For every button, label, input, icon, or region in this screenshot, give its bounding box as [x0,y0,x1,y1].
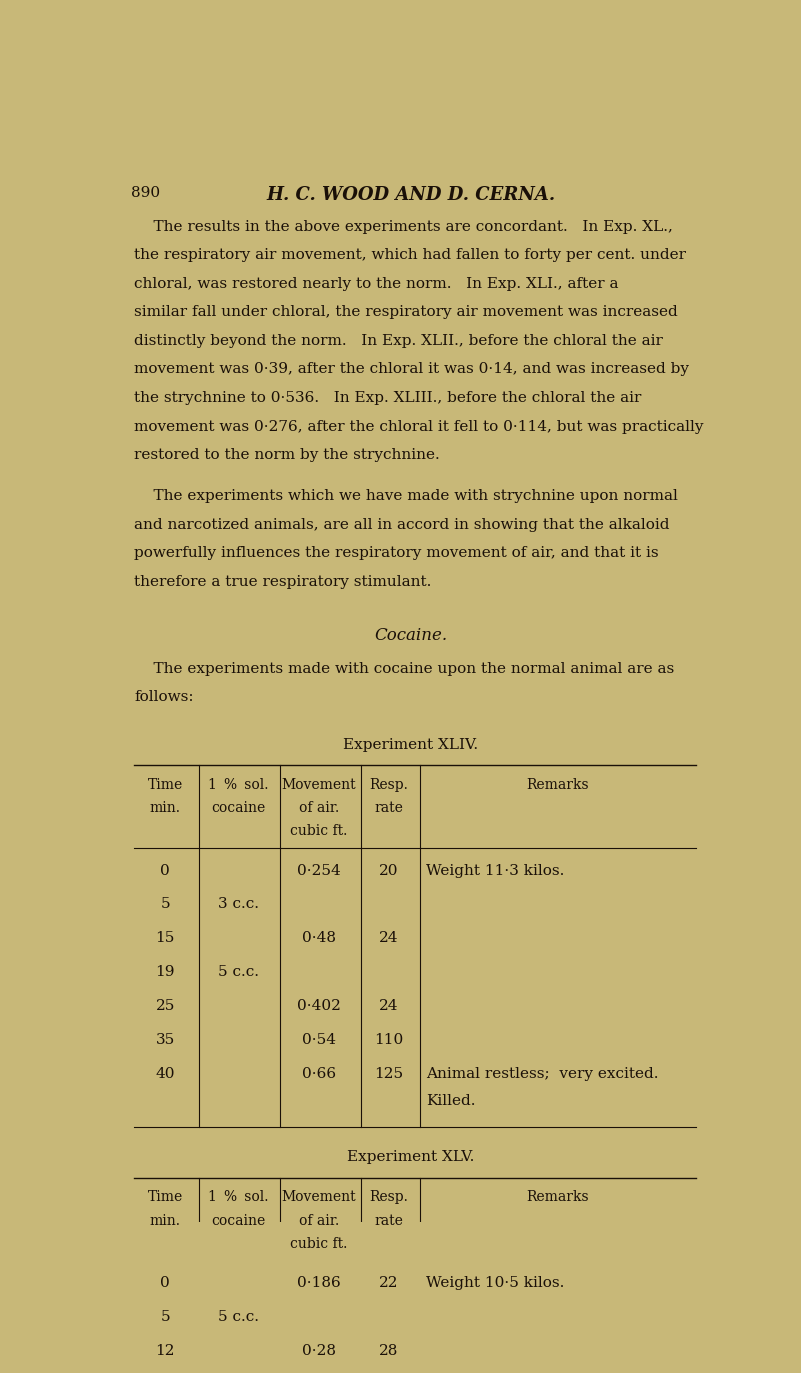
Text: 5 c.c.: 5 c.c. [218,965,259,979]
Text: therefore a true respiratory stimulant.: therefore a true respiratory stimulant. [135,575,432,589]
Text: Resp.: Resp. [369,1190,409,1204]
Text: Cocaine.: Cocaine. [374,626,447,644]
Text: Weight 10·5 kilos.: Weight 10·5 kilos. [426,1276,565,1289]
Text: 0: 0 [160,864,170,877]
Text: 19: 19 [155,965,175,979]
Text: 22: 22 [379,1276,399,1289]
Text: Remarks: Remarks [526,778,590,792]
Text: Time: Time [147,778,183,792]
Text: 110: 110 [374,1032,404,1046]
Text: The experiments which we have made with strychnine upon normal: The experiments which we have made with … [135,489,678,504]
Text: 24: 24 [379,931,399,945]
Text: 24: 24 [379,1000,399,1013]
Text: 15: 15 [155,931,175,945]
Text: 0·254: 0·254 [297,864,340,877]
Text: 1  %  sol.: 1 % sol. [208,1190,268,1204]
Text: 35: 35 [155,1032,175,1046]
Text: 0: 0 [160,1276,170,1289]
Text: min.: min. [150,802,181,816]
Text: Animal restless;  very excited.: Animal restless; very excited. [426,1067,658,1081]
Text: 28: 28 [379,1344,398,1358]
Text: the strychnine to 0·536.   In Exp. XLIII., before the chloral the air: the strychnine to 0·536. In Exp. XLIII.,… [135,391,642,405]
Text: The results in the above experiments are concordant.   In Exp. XL.,: The results in the above experiments are… [135,220,673,233]
Text: cocaine: cocaine [211,802,265,816]
Text: and narcotized animals, are all in accord in showing that the alkaloid: and narcotized animals, are all in accor… [135,518,670,531]
Text: 5: 5 [160,898,170,912]
Text: distinctly beyond the norm.   In Exp. XLII., before the chloral the air: distinctly beyond the norm. In Exp. XLII… [135,334,663,347]
Text: Killed.: Killed. [426,1094,476,1108]
Text: 890: 890 [131,185,160,200]
Text: 40: 40 [155,1067,175,1081]
Text: follows:: follows: [135,691,194,704]
Text: 0·186: 0·186 [297,1276,340,1289]
Text: 20: 20 [379,864,399,877]
Text: cubic ft.: cubic ft. [290,824,348,839]
Text: cocaine: cocaine [211,1214,265,1227]
Text: Resp.: Resp. [369,778,409,792]
Text: Time: Time [147,1190,183,1204]
Text: of air.: of air. [299,1214,339,1227]
Text: Movement: Movement [282,1190,356,1204]
Text: Experiment XLIV.: Experiment XLIV. [343,737,478,752]
Text: 5 c.c.: 5 c.c. [218,1310,259,1324]
Text: cubic ft.: cubic ft. [290,1237,348,1251]
Text: similar fall under chloral, the respiratory air movement was increased: similar fall under chloral, the respirat… [135,305,678,320]
Text: Remarks: Remarks [526,1190,590,1204]
Text: 125: 125 [374,1067,404,1081]
Text: powerfully influences the respiratory movement of air, and that it is: powerfully influences the respiratory mo… [135,546,659,560]
Text: H. C. WOOD AND D. CERNA.: H. C. WOOD AND D. CERNA. [266,185,555,205]
Text: The experiments made with cocaine upon the normal animal are as: The experiments made with cocaine upon t… [135,662,674,676]
Text: rate: rate [374,1214,403,1227]
Text: 0·402: 0·402 [297,1000,341,1013]
Text: the respiratory air movement, which had fallen to forty per cent. under: the respiratory air movement, which had … [135,249,686,262]
Text: 5: 5 [160,1310,170,1324]
Text: 3 c.c.: 3 c.c. [218,898,259,912]
Text: Movement: Movement [282,778,356,792]
Text: 0·54: 0·54 [302,1032,336,1046]
Text: movement was 0·39, after the chloral it was 0·14, and was increased by: movement was 0·39, after the chloral it … [135,362,690,376]
Text: Experiment XLV.: Experiment XLV. [347,1151,474,1164]
Text: 25: 25 [155,1000,175,1013]
Text: chloral, was restored nearly to the norm.   In Exp. XLI., after a: chloral, was restored nearly to the norm… [135,277,618,291]
Text: 1  %  sol.: 1 % sol. [208,778,268,792]
Text: 0·28: 0·28 [302,1344,336,1358]
Text: 12: 12 [155,1344,175,1358]
Text: restored to the norm by the strychnine.: restored to the norm by the strychnine. [135,448,440,463]
Text: Weight 11·3 kilos.: Weight 11·3 kilos. [426,864,565,877]
Text: 0·66: 0·66 [302,1067,336,1081]
Text: movement was 0·276, after the chloral it fell to 0·114, but was practically: movement was 0·276, after the chloral it… [135,420,704,434]
Text: of air.: of air. [299,802,339,816]
Text: min.: min. [150,1214,181,1227]
Text: rate: rate [374,802,403,816]
Text: 0·48: 0·48 [302,931,336,945]
